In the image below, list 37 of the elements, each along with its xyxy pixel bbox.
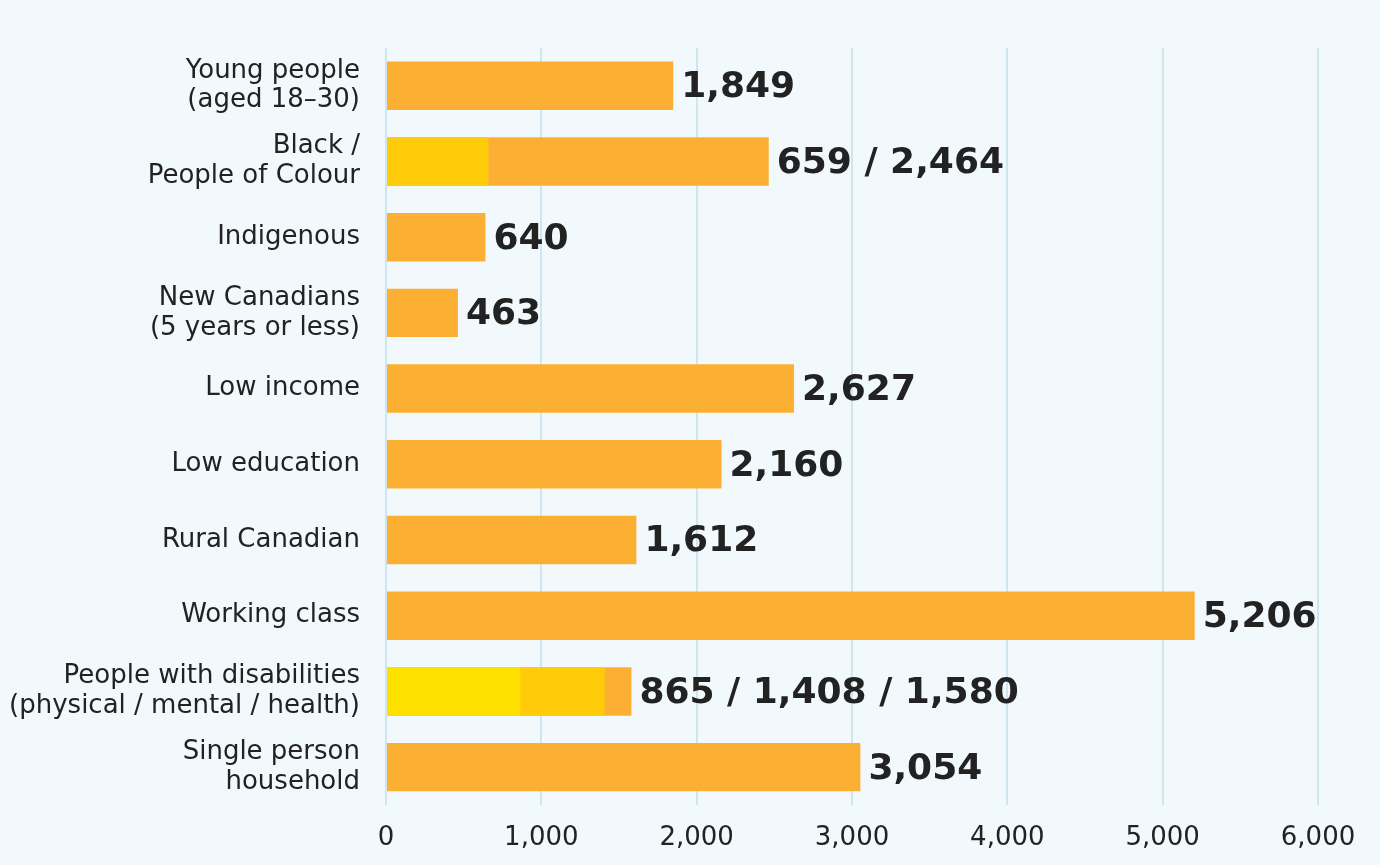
bar <box>387 364 795 413</box>
x-tick-label: 5,000 <box>1125 821 1200 852</box>
y-tick-label: People with disabilities (physical / mental / health) <box>9 659 360 720</box>
data-label: 5,206 <box>1202 594 1317 636</box>
x-tick-label: 6,000 <box>1280 821 1356 852</box>
bar <box>387 137 489 186</box>
bar <box>387 667 521 716</box>
y-tick-label: Indigenous <box>217 219 360 250</box>
data-label: 2,627 <box>802 366 916 408</box>
bar <box>387 591 1195 640</box>
data-label: 659 / 2,464 <box>776 139 1004 181</box>
data-label: 3,054 <box>868 745 983 787</box>
bar <box>387 61 674 110</box>
x-tick-label: 3,000 <box>814 821 890 852</box>
bar <box>387 212 486 262</box>
y-tick-label: New Canadians (5 years or less) <box>149 280 360 341</box>
bar <box>387 440 722 489</box>
y-tick-label: Single person household <box>182 734 360 795</box>
y-tick-label: Working class <box>181 598 360 629</box>
data-label: 640 <box>493 215 569 257</box>
y-tick-label: Low income <box>205 371 360 402</box>
bar <box>387 742 861 792</box>
x-tick-label: 4,000 <box>970 821 1045 852</box>
y-tick-label: Rural Canadian <box>161 522 360 553</box>
bar <box>387 288 458 338</box>
data-label: 865 / 1,408 / 1,580 <box>639 669 1019 711</box>
data-label: 1,849 <box>681 64 796 106</box>
data-label: 1,612 <box>644 518 759 560</box>
data-label: 463 <box>465 291 542 333</box>
y-tick-label: Young people (aged 18–30) <box>184 53 360 114</box>
x-tick-label: 1,000 <box>504 821 579 852</box>
bar <box>387 515 637 565</box>
data-label: 2,160 <box>729 442 844 484</box>
x-tick-label: 2,000 <box>659 821 734 852</box>
x-tick-label: 0 <box>377 821 395 852</box>
y-tick-label: Black / People of Colour <box>147 129 361 190</box>
y-tick-label: Low education <box>171 447 360 478</box>
